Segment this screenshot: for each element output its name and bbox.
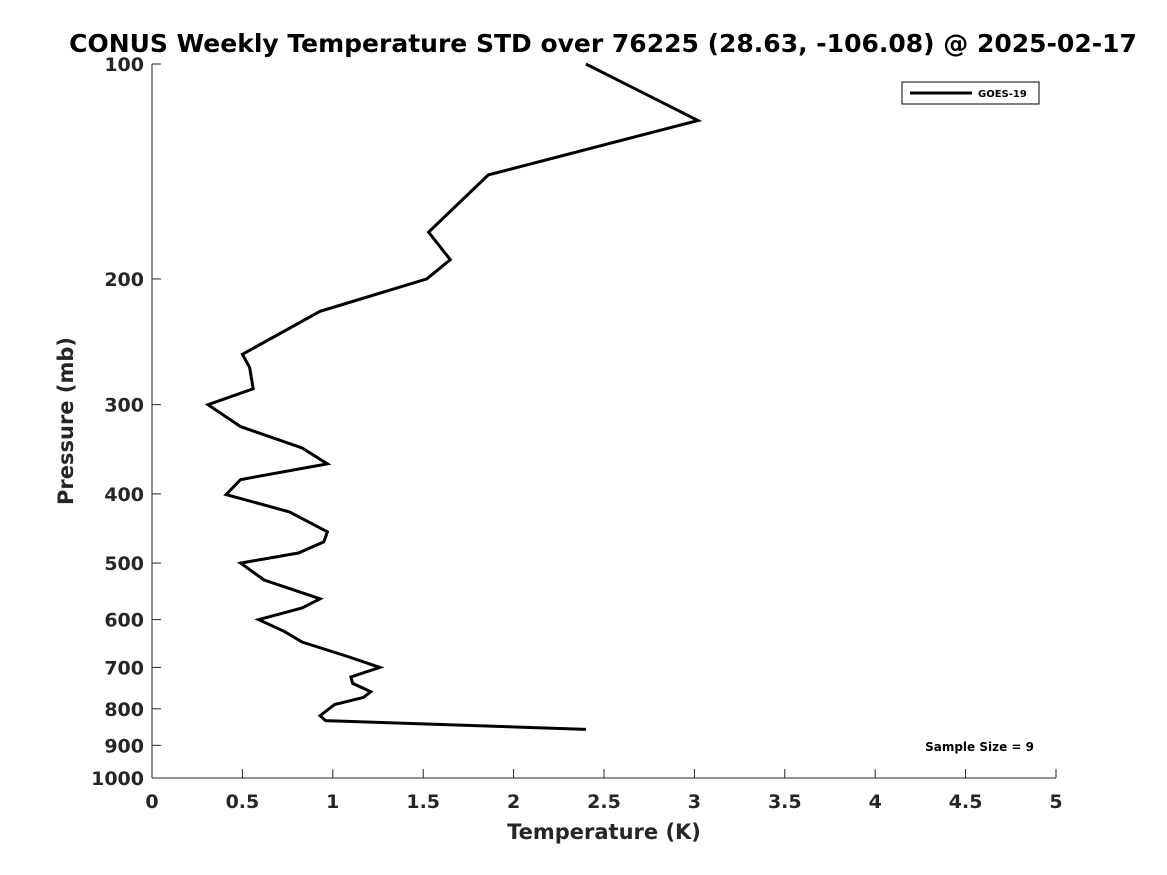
series-layer <box>204 62 703 731</box>
x-tick-label: 5 <box>1049 791 1062 813</box>
x-tick-label: 4.5 <box>949 791 983 813</box>
y-tick-label: 300 <box>104 395 144 417</box>
x-tick-label: 2.5 <box>587 791 621 813</box>
y-tick-label: 400 <box>104 484 144 506</box>
y-tick-label: 1000 <box>91 768 144 790</box>
y-tick-label: 700 <box>104 657 144 679</box>
y-ticks: 100 200 300 400 500 600 700 800 900 1000 <box>91 54 161 790</box>
x-tick-label: 1 <box>326 791 339 813</box>
x-tick-label: 3 <box>688 791 701 813</box>
x-tick-label: 0.5 <box>226 791 260 813</box>
y-tick-label: 900 <box>104 735 144 757</box>
y-tick-label: 100 <box>104 54 144 76</box>
series-line-goes-19 <box>204 62 703 731</box>
x-axis-label: Temperature (K) <box>507 820 701 844</box>
x-tick-label: 1.5 <box>406 791 440 813</box>
x-tick-label: 0 <box>145 791 158 813</box>
x-tick-label: 4 <box>869 791 882 813</box>
y-tick-label: 200 <box>104 269 144 291</box>
legend: GOES-19 <box>901 81 1040 105</box>
y-tick-label: 800 <box>104 699 144 721</box>
chart-title: CONUS Weekly Temperature STD over 76225 … <box>69 29 1137 58</box>
legend-label-goes-19: GOES-19 <box>978 89 1027 100</box>
x-ticks: 0 0.5 1 1.5 2 2.5 3 3.5 4 4.5 5 <box>145 769 1063 813</box>
y-axis-label: Pressure (mb) <box>54 337 78 505</box>
y-tick-label: 500 <box>104 553 144 575</box>
x-tick-label: 3.5 <box>768 791 802 813</box>
y-tick-label: 600 <box>104 610 144 632</box>
x-tick-label: 2 <box>507 791 520 813</box>
sample-size-annotation: Sample Size = 9 <box>925 740 1034 754</box>
